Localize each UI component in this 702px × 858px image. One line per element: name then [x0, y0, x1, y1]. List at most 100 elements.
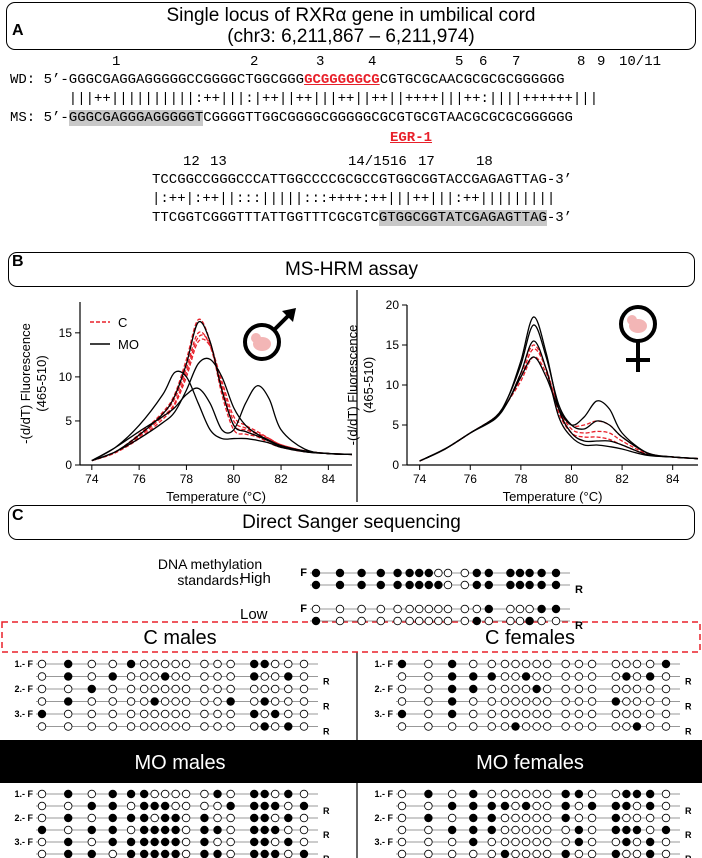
cpg-site: [587, 709, 597, 719]
cpg-site: [443, 568, 453, 578]
cpg-site: [611, 709, 621, 719]
strand-label: R: [323, 830, 330, 840]
strand-label: R: [685, 677, 692, 687]
cpg-site: [587, 825, 597, 835]
cpg-site: [260, 709, 269, 719]
cpg-site: [543, 813, 552, 823]
cpg-site: [270, 659, 280, 669]
cpg-site: [226, 659, 235, 669]
cpg-site: [632, 684, 642, 694]
cpg-site: [434, 604, 443, 614]
cpg-site: [537, 604, 546, 614]
cpg-site: [632, 837, 642, 847]
cpg-site: [469, 849, 478, 858]
cpg-site: [487, 813, 496, 823]
cpg-site: [460, 568, 469, 578]
cpg-site: [299, 709, 309, 719]
cpg-site: [37, 837, 47, 847]
cpg-site: [543, 709, 552, 719]
cpg-site: [484, 616, 493, 626]
sequence-segment: TCCGGCCGGGCCCATTGGCCCCGCGCCGTGGCGGTACCGA…: [152, 172, 573, 188]
cpg-site: [108, 789, 117, 799]
cpg-site: [108, 684, 117, 694]
y-tick-label: 10: [386, 378, 400, 392]
cpg-site: [645, 722, 655, 731]
cpg-site: [260, 849, 269, 858]
x-tick-label: 82: [615, 472, 629, 486]
cpg-site: [424, 604, 433, 614]
cpg-site: [487, 837, 496, 847]
cpg-site: [299, 722, 309, 731]
sequence-segment: CGTGCGCAACGCGCGCGGGGGG: [379, 72, 565, 88]
cpg-site: [587, 789, 597, 799]
c-group-box: [1, 621, 701, 653]
cpg-site: [521, 697, 531, 706]
cpg-site: [632, 722, 642, 731]
cpg-site: [126, 789, 136, 799]
cpg-site: [551, 604, 561, 614]
cpg-site: [500, 837, 510, 847]
cpg-site: [447, 813, 457, 823]
cpg-site: [299, 813, 309, 823]
melt-curve: [419, 324, 699, 462]
cpg-site: [37, 789, 47, 799]
cpg-site: [521, 837, 531, 847]
cpg-site: [37, 672, 47, 681]
cpg-site: [250, 697, 259, 706]
cpg-site: [250, 849, 259, 858]
cpg-site: [405, 616, 414, 626]
standards-label: DNA methylation standards:: [157, 556, 263, 588]
cpg-site: [200, 801, 209, 811]
cpg-site: [424, 684, 433, 694]
cpg-site: [561, 697, 570, 706]
cpg-site: [270, 697, 280, 706]
group-title: MO females: [476, 752, 584, 774]
cpg-site: [226, 801, 235, 811]
cpg-site: [424, 837, 433, 847]
cpg-site: [37, 801, 47, 811]
cpg-site: [200, 837, 209, 847]
cpg-site: [397, 722, 407, 731]
cpg-site: [532, 813, 541, 823]
cpg-site: [405, 568, 414, 578]
cpg-site: [551, 580, 561, 590]
cpg-site: [500, 722, 510, 731]
cpg-site: [37, 684, 47, 694]
strand-label: R: [685, 806, 692, 816]
cpg-position: 7: [512, 54, 521, 70]
cpg-site: [397, 672, 407, 681]
cpg-site: [661, 849, 671, 858]
cpg-site: [63, 672, 73, 681]
cpg-site: [487, 672, 496, 681]
cpg-site: [611, 837, 621, 847]
cpg-site: [506, 616, 515, 626]
cpg-site: [270, 709, 280, 719]
cpg-site: [434, 616, 443, 626]
cpg-site: [108, 813, 117, 823]
cpg-site: [434, 580, 443, 590]
y-tick-label: 15: [59, 326, 73, 340]
cpg-site: [574, 697, 584, 706]
cpg-site: [200, 697, 209, 706]
cpg-site: [611, 789, 621, 799]
cpg-site: [126, 849, 136, 858]
cpg-site: [611, 697, 621, 706]
cpg-site: [532, 722, 541, 731]
cpg-site: [87, 684, 96, 694]
cpg-site: [521, 659, 531, 669]
cpg-site: [587, 697, 597, 706]
cpg-site: [525, 604, 534, 614]
cpg-site: [250, 659, 259, 669]
cpg-site: [64, 849, 73, 858]
cpg-site: [200, 709, 209, 719]
sequence-segment: GTGGCGGTATCGAGAGTTAG: [378, 210, 547, 226]
cpg-site: [87, 849, 96, 858]
cpg-site: [181, 697, 191, 706]
cpg-site: [160, 684, 170, 694]
cpg-site: [160, 722, 170, 731]
cpg-site: [139, 789, 149, 799]
strand-label: R: [323, 727, 330, 737]
cpg-site: [284, 849, 293, 858]
cpg-site: [622, 697, 631, 706]
cpg-site: [311, 616, 321, 626]
